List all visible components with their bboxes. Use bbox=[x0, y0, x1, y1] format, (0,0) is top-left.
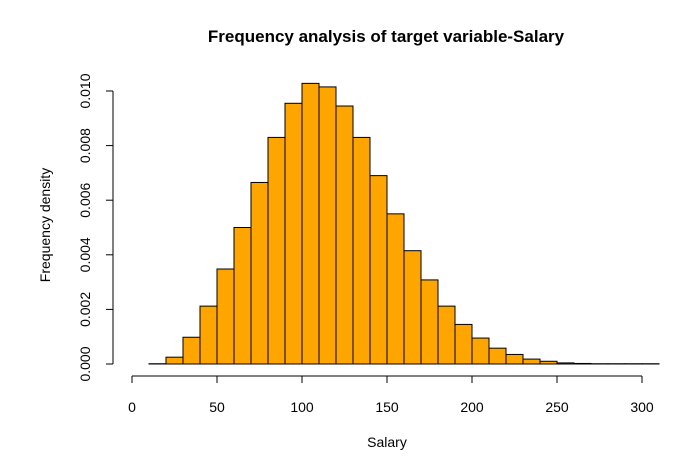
histogram-bar bbox=[250, 181, 269, 365]
histogram-bar bbox=[488, 347, 507, 365]
histogram-bar bbox=[352, 136, 371, 365]
bars-group bbox=[148, 82, 660, 365]
histogram-bar bbox=[267, 136, 286, 365]
y-tick-label: 0.008 bbox=[77, 128, 93, 163]
x-tick-label: 50 bbox=[209, 399, 225, 415]
x-tick-label: 200 bbox=[460, 399, 484, 415]
histogram-bar bbox=[454, 323, 473, 365]
histogram-bar bbox=[284, 102, 303, 365]
x-tick-label: 100 bbox=[290, 399, 314, 415]
histogram-bar bbox=[318, 86, 337, 365]
histogram-bar bbox=[216, 268, 235, 365]
x-tick-label: 300 bbox=[630, 399, 654, 415]
histogram-bar bbox=[437, 305, 456, 365]
histogram-bar bbox=[165, 356, 184, 365]
y-tick-label: 0.004 bbox=[77, 237, 93, 272]
histogram-bar bbox=[182, 336, 201, 365]
histogram-bar bbox=[403, 250, 422, 365]
histogram-bar bbox=[522, 358, 541, 365]
x-axis-title: Salary bbox=[367, 434, 407, 450]
histogram-bar bbox=[386, 213, 405, 365]
y-tick-label: 0.006 bbox=[77, 182, 93, 217]
histogram-bar bbox=[233, 227, 252, 365]
x-tick-label: 0 bbox=[128, 399, 136, 415]
histogram-bar bbox=[471, 337, 490, 365]
y-tick-label: 0.010 bbox=[77, 73, 93, 108]
y-axis-title: Frequency density bbox=[37, 168, 53, 282]
y-axis: 0.000 0.002 0.004 0.006 0.008 0.010 bbox=[77, 73, 114, 382]
y-tick-label: 0.002 bbox=[77, 292, 93, 327]
histogram-bar bbox=[420, 279, 439, 365]
histogram-bar bbox=[335, 105, 354, 365]
x-tick-label: 250 bbox=[545, 399, 569, 415]
histogram-bar bbox=[369, 175, 388, 365]
histogram-bar bbox=[199, 305, 218, 365]
chart-title: Frequency analysis of target variable-Sa… bbox=[208, 27, 565, 46]
y-tick-label: 0.000 bbox=[77, 346, 93, 381]
histogram-bar bbox=[505, 353, 524, 365]
histogram-bar bbox=[301, 82, 320, 365]
x-tick-label: 150 bbox=[375, 399, 399, 415]
x-axis: 0 50 100 150 200 250 300 bbox=[128, 375, 654, 415]
